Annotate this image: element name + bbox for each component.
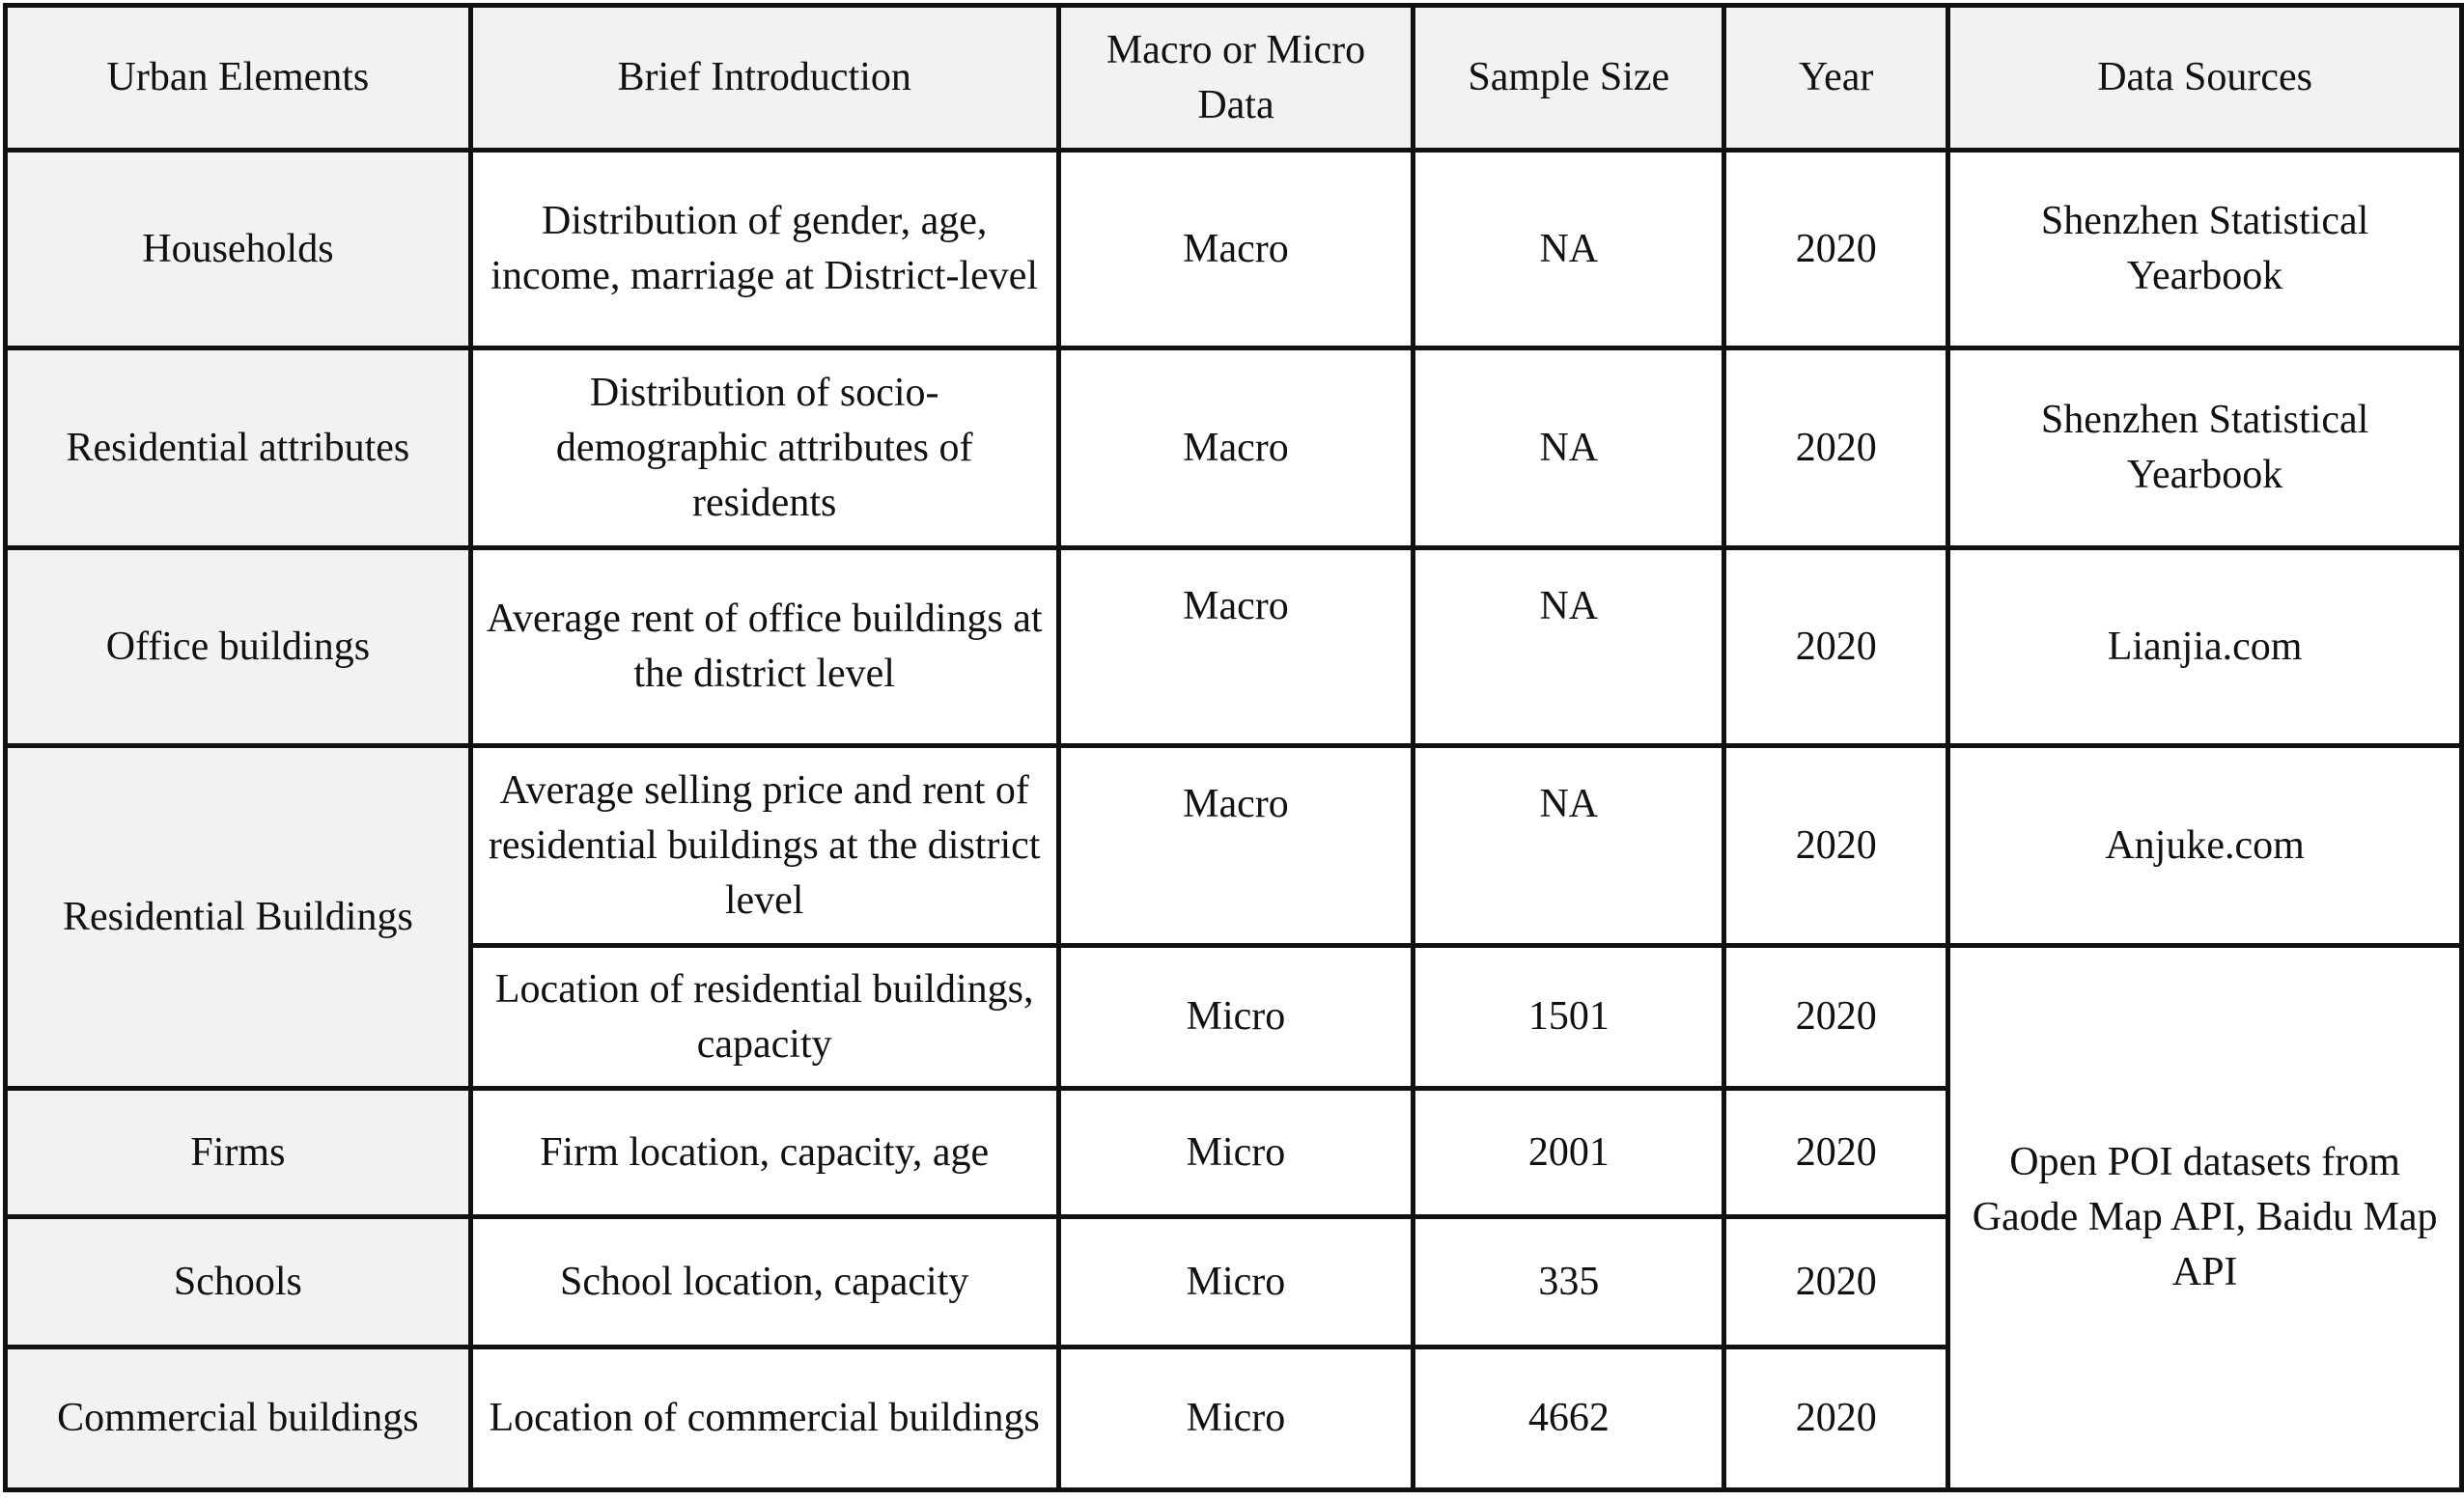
cell-element: Residential attributes	[3, 346, 473, 550]
table-row: Households Distribution of gender, age, …	[3, 148, 2464, 350]
table-row: Residential Buildings Average selling pr…	[3, 743, 2464, 1091]
cell-year: 2020	[1722, 545, 1951, 748]
cell-scale: Micro	[1055, 1345, 1416, 1492]
cell-element: Commercial buildings	[3, 1345, 473, 1492]
cell-element: Schools	[3, 1214, 473, 1349]
cell-sample: 335	[1411, 1214, 1727, 1349]
table-row: Schools School location, capacity Micro …	[3, 1214, 2462, 1349]
header-year: Year	[1722, 3, 1951, 153]
header-urban-elements: Urban Elements	[3, 3, 473, 153]
cell-sample: NA	[1411, 545, 1727, 748]
cell-element: Office buildings	[3, 545, 473, 748]
cell-intro: School location, capacity	[467, 1214, 1061, 1349]
cell-scale: Macro	[1055, 148, 1416, 350]
cell-year: 2020	[1722, 943, 1951, 1091]
cell-intro: Average selling price and rent of reside…	[467, 743, 1061, 948]
cell-intro: Average rent of office buildings at the …	[467, 545, 1061, 748]
header-row: Urban Elements Brief Introduction Macro …	[3, 3, 2464, 153]
cell-year: 2020	[1722, 1345, 1951, 1492]
cell-source: Lianjia.com	[1946, 545, 2464, 748]
cell-element: Residential Buildings	[3, 743, 473, 1091]
table-row: Location of residential buildings, capac…	[6, 943, 2464, 1492]
cell-year: 2020	[1722, 346, 1951, 550]
table-row: Firms Firm location, capacity, age Micro…	[3, 1086, 2462, 1219]
cell-sample: NA	[1411, 743, 1727, 948]
cell-sample: 4662	[1411, 1345, 1727, 1492]
cell-source: Anjuke.com	[1946, 743, 2464, 948]
table-row: Office buildings Average rent of office …	[3, 545, 2464, 748]
cell-source: Shenzhen Statistical Yearbook	[1946, 148, 2464, 350]
cell-intro: Location of residential buildings, capac…	[467, 943, 1061, 1091]
cell-year: 2020	[1722, 1086, 1951, 1219]
header-brief-introduction: Brief Introduction	[467, 3, 1061, 153]
cell-intro: Location of commercial buildings	[467, 1345, 1061, 1492]
cell-intro: Distribution of gender, age, income, mar…	[467, 148, 1061, 350]
cell-sample: 2001	[1411, 1086, 1727, 1219]
cell-intro: Distribution of socio-demographic attrib…	[467, 346, 1061, 550]
cell-source: Open POI datasets from Gaode Map API, Ba…	[1946, 943, 2464, 1492]
cell-scale: Macro	[1055, 346, 1416, 550]
table-row: Residential attributes Distribution of s…	[3, 346, 2464, 550]
cell-sample: NA	[1411, 148, 1727, 350]
cell-sample: NA	[1411, 346, 1727, 550]
cell-year: 2020	[1722, 743, 1951, 948]
cell-intro: Firm location, capacity, age	[467, 1086, 1061, 1219]
header-macro-micro: Macro or Micro Data	[1055, 3, 1416, 153]
cell-year: 2020	[1722, 1214, 1951, 1349]
cell-scale: Macro	[1055, 545, 1416, 748]
cell-scale: Macro	[1055, 743, 1416, 948]
cell-year: 2020	[1722, 148, 1951, 350]
header-sample-size: Sample Size	[1411, 3, 1727, 153]
cell-scale: Micro	[1055, 1214, 1416, 1349]
urban-data-table: Urban Elements Brief Introduction Macro …	[3, 3, 2464, 1492]
cell-scale: Micro	[1055, 1086, 1416, 1219]
cell-element: Households	[3, 148, 473, 350]
table-row: Commercial buildings Location of commerc…	[3, 1345, 2462, 1492]
header-data-sources: Data Sources	[1946, 3, 2464, 153]
cell-element: Firms	[3, 1086, 473, 1219]
cell-sample: 1501	[1411, 943, 1727, 1091]
cell-source: Shenzhen Statistical Yearbook	[1946, 346, 2464, 550]
cell-scale: Micro	[1055, 943, 1416, 1091]
